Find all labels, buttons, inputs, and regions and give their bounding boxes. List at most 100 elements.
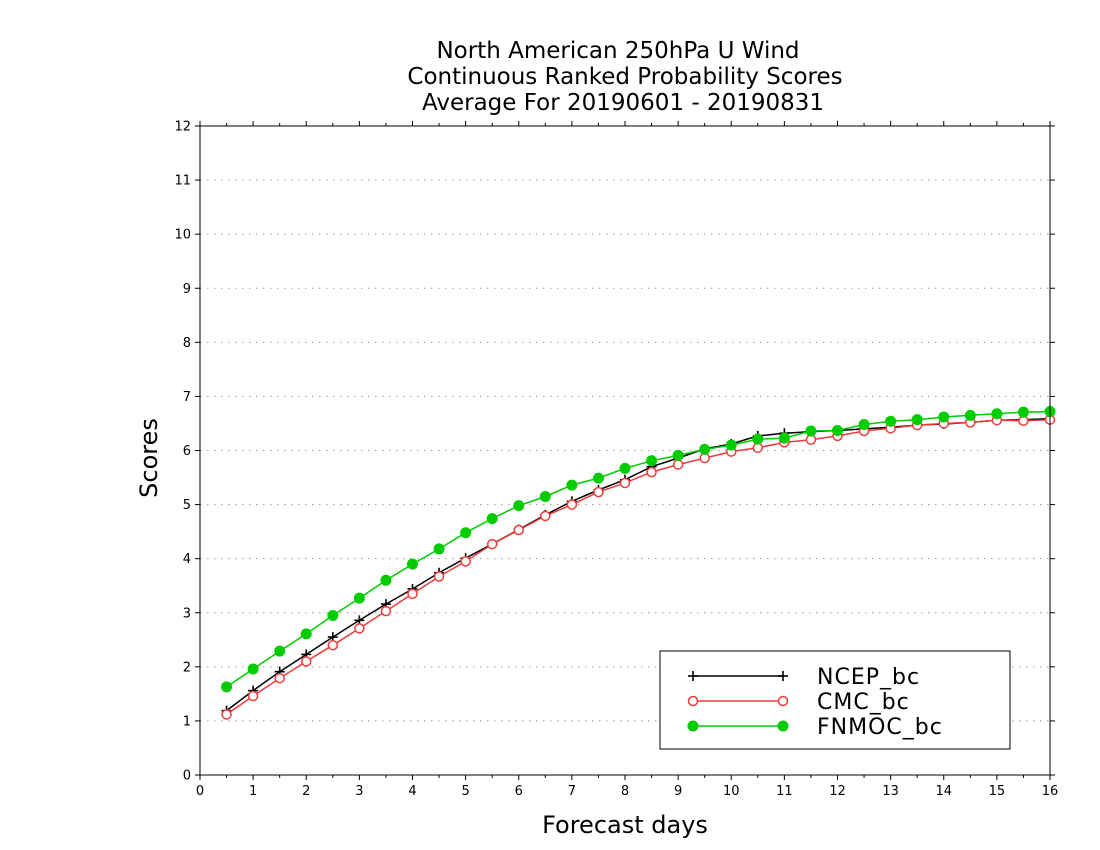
legend-marker-left [688,671,698,681]
data-point [832,424,843,436]
series-fnmoc-bc [221,406,1056,693]
legend-entry: CMC_bc [687,690,910,715]
data-point [407,558,418,570]
chart-title-line-2: Continuous Ranked Probability Scores [407,64,842,90]
data-point [433,543,445,555]
y-tick-label: 4 [183,552,191,567]
data-point [699,452,710,464]
x-axis-label: Forecast days [542,811,708,839]
data-point [566,479,578,491]
data-point [1017,406,1029,418]
data-point [353,592,365,604]
data-point [274,672,285,684]
x-tick-label: 12 [829,784,846,799]
y-axis-label: Scores [135,418,163,498]
x-tick-label: 2 [302,784,310,799]
data-point [513,500,525,512]
data-point [221,681,233,693]
legend-box [659,650,1011,750]
data-point [592,472,604,484]
legend-marker-right [777,695,789,707]
data-point [885,415,897,427]
data-point [540,510,551,522]
data-point [380,574,392,586]
legend-marker-right [778,671,788,681]
data-point [805,434,817,445]
data-point [274,645,286,657]
legend-label: NCEP_bc [817,665,920,690]
data-point [460,527,472,539]
data-point [407,588,418,600]
x-tick-label: 6 [515,784,523,799]
x-tick-label: 0 [196,784,204,799]
legend-entry: NCEP_bc [688,665,920,690]
y-tick-label: 1 [183,714,191,729]
legend-entry: FNMOC_bc [687,715,943,740]
data-point [566,499,578,510]
x-tick-label: 9 [674,784,682,799]
data-point [354,623,365,634]
data-point [619,462,631,474]
data-point [725,439,737,451]
data-point [380,605,392,617]
x-tick-label: 15 [989,784,1006,799]
data-point [646,455,658,467]
data-point [327,639,339,651]
y-tick-label: 11 [174,174,191,189]
y-tick-label: 10 [174,228,191,243]
y-tick-label: 12 [174,120,191,135]
data-point [460,556,471,567]
x-tick-label: 7 [568,784,576,799]
plot-series [221,406,1056,720]
data-point [858,419,870,431]
data-point [1018,415,1029,427]
legend-marker-left [687,695,699,707]
x-tick-label: 3 [355,784,363,799]
x-tick-label: 16 [1042,784,1059,799]
y-tick-label: 8 [183,336,191,351]
x-tick-label: 4 [408,784,416,799]
data-point [221,709,232,720]
x-tick-label: 14 [935,784,952,799]
data-point [672,459,684,470]
data-point [964,409,976,421]
legend-label: CMC_bc [817,690,910,715]
data-point [805,425,817,437]
data-point [752,433,764,445]
legend-marker-right [777,720,789,732]
data-point [486,538,498,550]
x-tick-label: 11 [776,784,793,799]
data-point [991,408,1003,420]
data-point [301,656,312,667]
y-tick-label: 0 [183,769,191,784]
data-point [300,628,312,640]
x-tick-label: 1 [249,784,257,799]
x-tick-label: 8 [621,784,629,799]
data-point [247,690,259,702]
x-tick-label: 13 [882,784,899,799]
x-tick-label: 5 [461,784,469,799]
chart-title-line-3: Average For 20190601 - 20190831 [422,90,824,116]
legend-label: FNMOC_bc [817,715,943,740]
y-tick-label: 5 [183,498,191,513]
data-point [486,513,498,525]
y-tick-label: 7 [183,390,191,405]
data-point [752,442,764,454]
y-tick-label: 2 [183,660,191,675]
chart-title: North American 250hPa U Wind Continuous … [407,38,842,116]
data-point [539,490,551,502]
y-tick-label: 3 [183,606,191,621]
series-line [226,410,1051,688]
data-point [778,432,790,444]
data-point [513,524,524,536]
data-point [699,443,711,455]
legend-marker-left [687,720,699,732]
data-point [911,414,923,426]
chart-title-line-1: North American 250hPa U Wind [436,38,799,64]
data-point [672,449,684,461]
data-point [938,411,950,423]
